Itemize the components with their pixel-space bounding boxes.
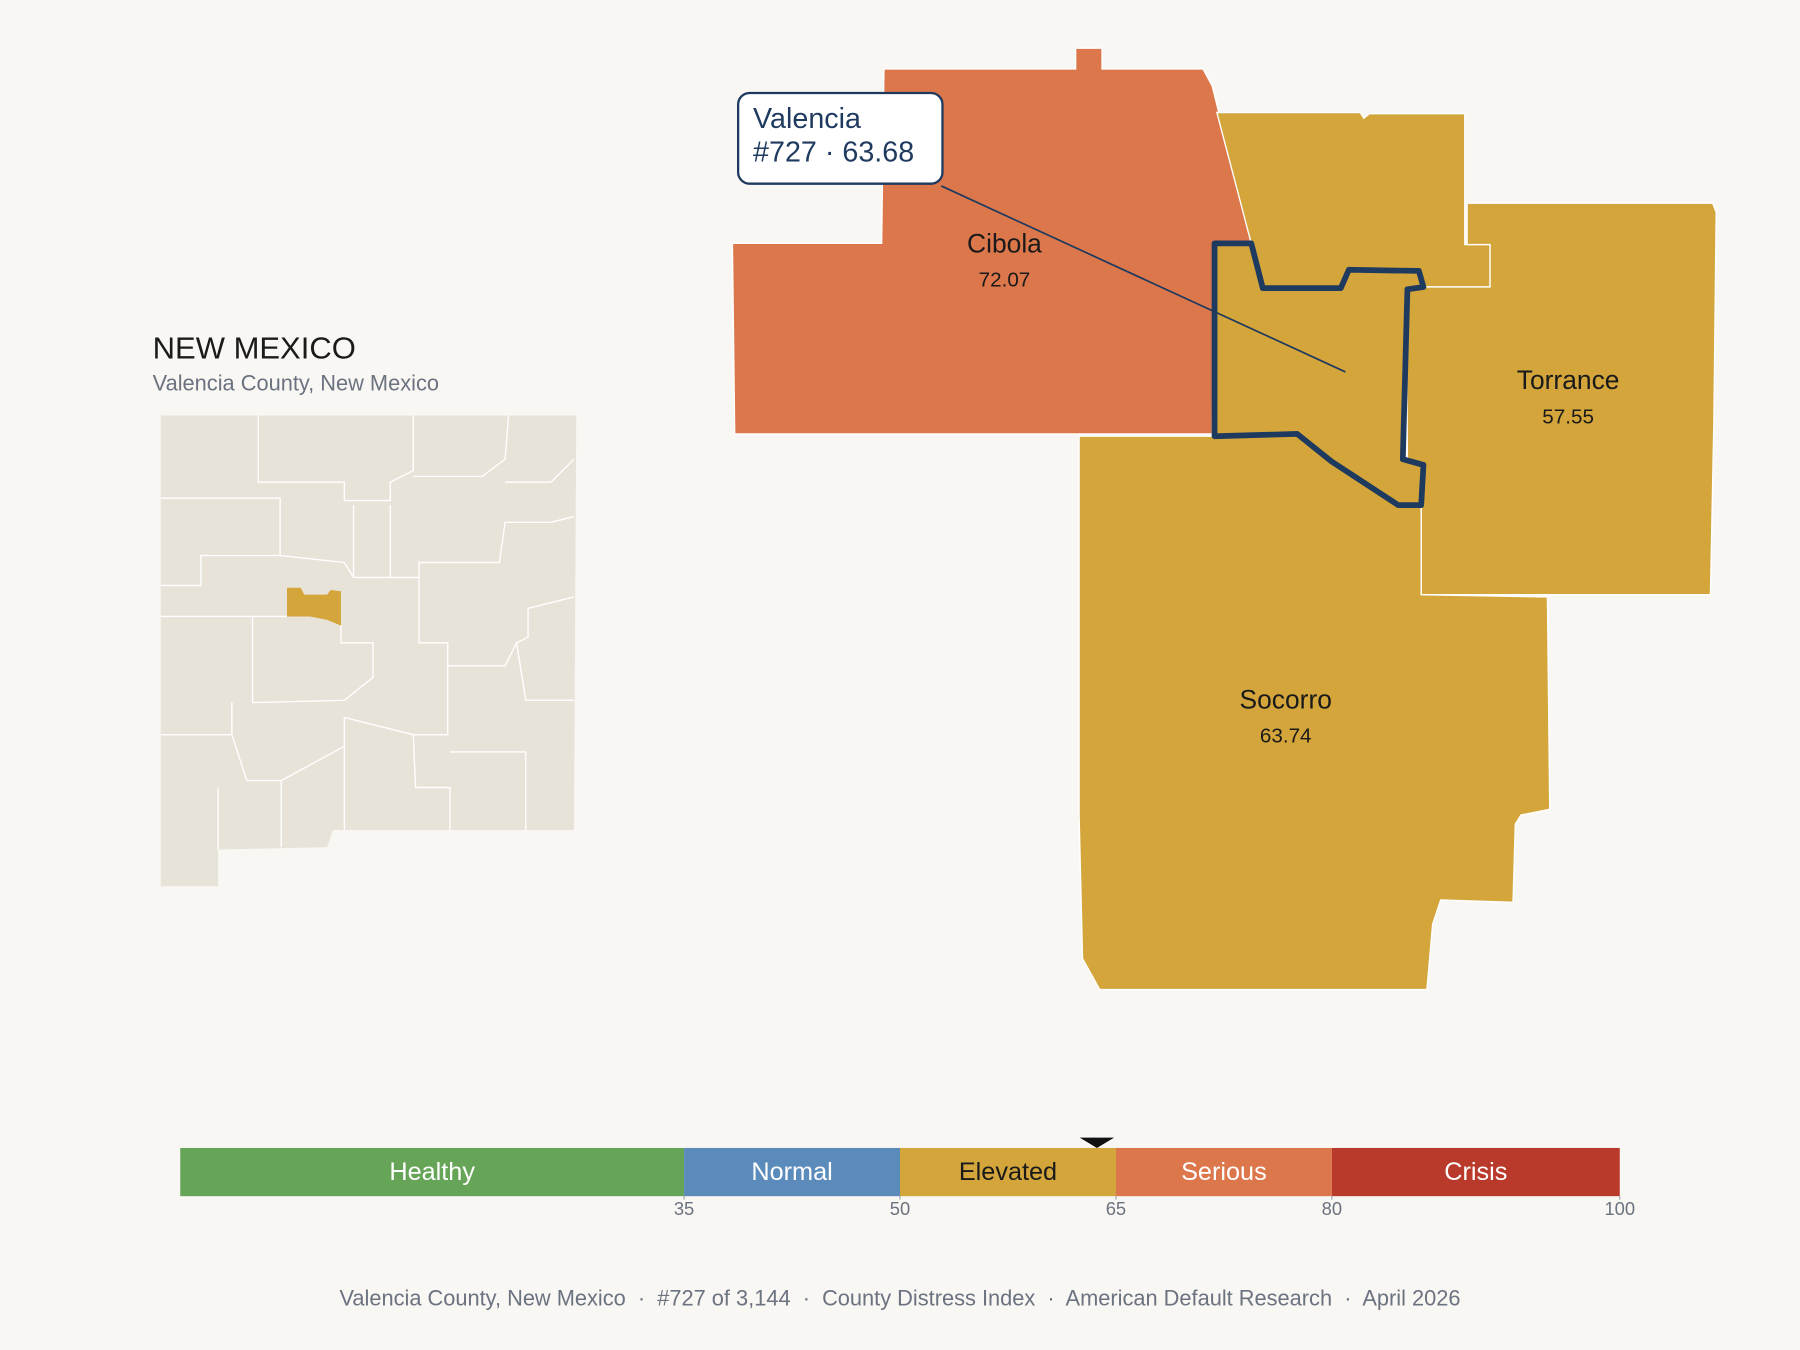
- scale-band-label: Elevated: [959, 1158, 1057, 1186]
- footer: Valencia County, New Mexico · #727 of 3,…: [339, 1285, 1460, 1310]
- selected-county: [1211, 240, 1427, 508]
- tick-label: 65: [1106, 1198, 1126, 1219]
- scale-band-label: Crisis: [1444, 1158, 1507, 1186]
- state-outline: [160, 415, 577, 887]
- county-name: Cibola: [967, 229, 1042, 259]
- scale-band: [180, 1147, 685, 1197]
- inset-title: NEW MEXICO: [153, 330, 356, 365]
- inset-selected-county: [286, 587, 341, 626]
- tick-label: 35: [674, 1198, 694, 1219]
- scale-band: [684, 1147, 900, 1197]
- scale-band-label: Normal: [751, 1158, 832, 1186]
- county-value: 63.74: [1260, 724, 1312, 747]
- callout-name: Valencia: [753, 103, 861, 135]
- distress-scale: Healthy Normal Elevated Serious Crisis 35 50 65…: [180, 1137, 1635, 1219]
- scale-band-label: Healthy: [389, 1158, 475, 1186]
- scale-band: [1115, 1147, 1332, 1197]
- scale-band: [1331, 1147, 1620, 1197]
- county-value: 57.55: [1542, 405, 1594, 428]
- county-name: Socorro: [1240, 684, 1332, 714]
- county-name: Torrance: [1517, 365, 1620, 395]
- county-value: 72.07: [979, 269, 1031, 292]
- callout-detail: #727 · 63.68: [753, 136, 914, 168]
- tick-label: 100: [1604, 1198, 1635, 1219]
- callout-box: [736, 91, 944, 185]
- inset-subtitle: Valencia County, New Mexico: [153, 370, 439, 395]
- county-map: [731, 47, 1717, 991]
- tick-label: 50: [890, 1198, 910, 1219]
- score-marker: [1079, 1137, 1115, 1148]
- tick-label: 80: [1322, 1198, 1342, 1219]
- inset-map: [160, 415, 577, 887]
- callout-leader: [940, 185, 1346, 373]
- scale-band-label: Serious: [1181, 1158, 1267, 1186]
- scale-band: [900, 1147, 1116, 1197]
